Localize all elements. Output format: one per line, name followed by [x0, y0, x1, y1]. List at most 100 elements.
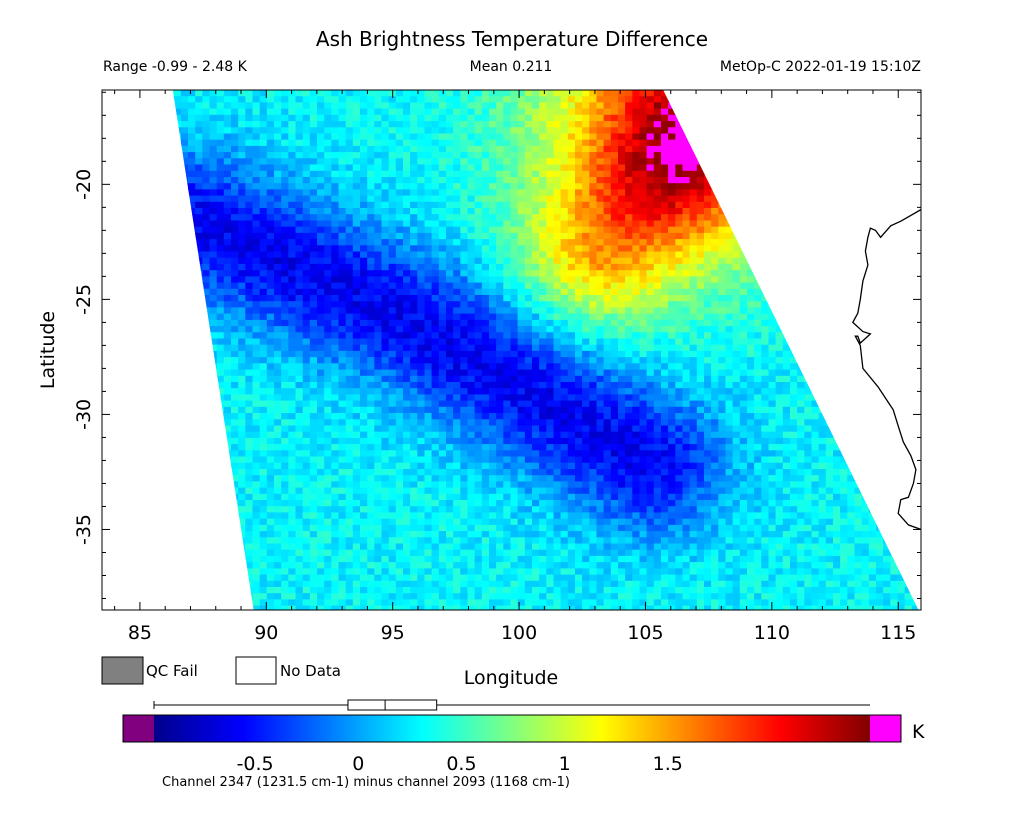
heatmap-cell [288, 127, 297, 135]
heatmap-cell [682, 295, 691, 302]
heatmap-cell [453, 326, 461, 333]
heatmap-cell [868, 276, 877, 284]
heatmap-cell [825, 96, 834, 103]
heatmap-cell [618, 201, 626, 209]
heatmap-cell [718, 152, 727, 159]
heatmap-cell [288, 313, 297, 321]
heatmap-cell [431, 251, 440, 259]
heatmap-cell [689, 133, 698, 141]
heatmap-cell [761, 301, 770, 308]
heatmap-cell [367, 183, 375, 190]
heatmap-cell [202, 239, 211, 246]
range-text: Range -0.99 - 2.48 K [103, 59, 248, 75]
heatmap-cell [847, 158, 856, 166]
heatmap-cell [833, 145, 841, 153]
heatmap-cell [596, 183, 605, 190]
heatmap-cell [546, 239, 555, 246]
heatmap-cell [754, 239, 762, 246]
heatmap-cell [646, 170, 655, 178]
heatmap-cell [589, 96, 598, 103]
heatmap-cell [116, 202, 124, 209]
heatmap-cell [718, 133, 727, 141]
heatmap-cell [503, 164, 512, 172]
heatmap-cell [446, 295, 454, 302]
heatmap-cell [173, 90, 182, 97]
heatmap-cell [173, 96, 182, 103]
heatmap-cell [360, 326, 368, 333]
heatmap-cell [410, 288, 418, 296]
heatmap-cell [704, 121, 712, 128]
heatmap-cell [223, 108, 232, 116]
heatmap-cell [173, 208, 182, 215]
heatmap-cell [711, 177, 719, 184]
heatmap-cell [374, 133, 383, 141]
heatmap-cell [202, 307, 211, 315]
heatmap-cell [876, 301, 884, 308]
heatmap-cell [840, 189, 848, 197]
heatmap-cell [603, 158, 612, 166]
heatmap-cell [481, 344, 490, 352]
heatmap-cell [209, 338, 218, 346]
heatmap-cell [374, 270, 383, 277]
heatmap-cell [431, 295, 440, 302]
heatmap-cell [711, 270, 719, 277]
heatmap-cell [675, 270, 684, 277]
heatmap-cell [288, 239, 297, 246]
heatmap-cell [438, 313, 447, 321]
heatmap-cell [718, 90, 727, 97]
heatmap-cell [689, 226, 698, 234]
heatmap-cell [302, 350, 311, 358]
heatmap-cell [395, 170, 404, 178]
heatmap-cell [467, 214, 476, 221]
heatmap-cell [510, 226, 519, 234]
heatmap-cell [883, 170, 891, 178]
heatmap-cell [825, 195, 834, 203]
heatmap-cell [360, 208, 368, 215]
heatmap-cell [102, 134, 110, 141]
heatmap-cell [109, 177, 117, 184]
heatmap-cell [238, 201, 246, 209]
heatmap-cell [682, 344, 691, 352]
heatmap-cell [124, 127, 132, 134]
heatmap-cell [209, 189, 218, 197]
heatmap-cell [811, 183, 820, 190]
heatmap-cell [152, 339, 160, 346]
heatmap-cell [761, 270, 770, 277]
heatmap-cell [868, 270, 877, 277]
heatmap-cell [460, 326, 469, 333]
heatmap-cell [811, 313, 820, 321]
heatmap-cell [410, 239, 418, 246]
heatmap-cell [610, 344, 619, 352]
heatmap-cell [209, 226, 218, 234]
heatmap-cell [524, 338, 533, 346]
heatmap-cell [503, 239, 512, 246]
heatmap-cell [417, 108, 426, 116]
heatmap-cell [861, 295, 870, 302]
heatmap-cell [424, 127, 433, 135]
heatmap-cell [833, 102, 841, 110]
heatmap-cell [345, 245, 354, 253]
heatmap-cell [138, 332, 146, 339]
heatmap-cell [868, 102, 877, 110]
heatmap-cell [145, 177, 153, 184]
heatmap-cell [345, 307, 354, 315]
heatmap-cell [625, 108, 633, 116]
heatmap-cell [467, 208, 476, 215]
heatmap-cell [775, 276, 784, 284]
heatmap-cell [567, 344, 576, 352]
heatmap-cell [496, 152, 504, 159]
heatmap-cell [173, 263, 182, 271]
heatmap-cell [689, 121, 698, 128]
heatmap-cell [503, 301, 512, 308]
heatmap-cell [274, 350, 282, 358]
heatmap-cell [431, 270, 440, 277]
heatmap-cell [159, 227, 167, 234]
heatmap-cell [467, 338, 476, 346]
heatmap-cell [188, 239, 196, 246]
heatmap-cell [266, 201, 275, 209]
heatmap-cell [532, 96, 540, 103]
heatmap-cell [546, 208, 555, 215]
heatmap-cell [883, 270, 891, 277]
heatmap-cell [410, 220, 418, 228]
heatmap-cell [124, 264, 132, 271]
